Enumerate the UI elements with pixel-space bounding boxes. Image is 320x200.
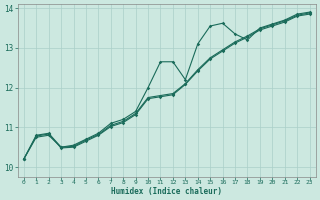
X-axis label: Humidex (Indice chaleur): Humidex (Indice chaleur) bbox=[111, 187, 222, 196]
